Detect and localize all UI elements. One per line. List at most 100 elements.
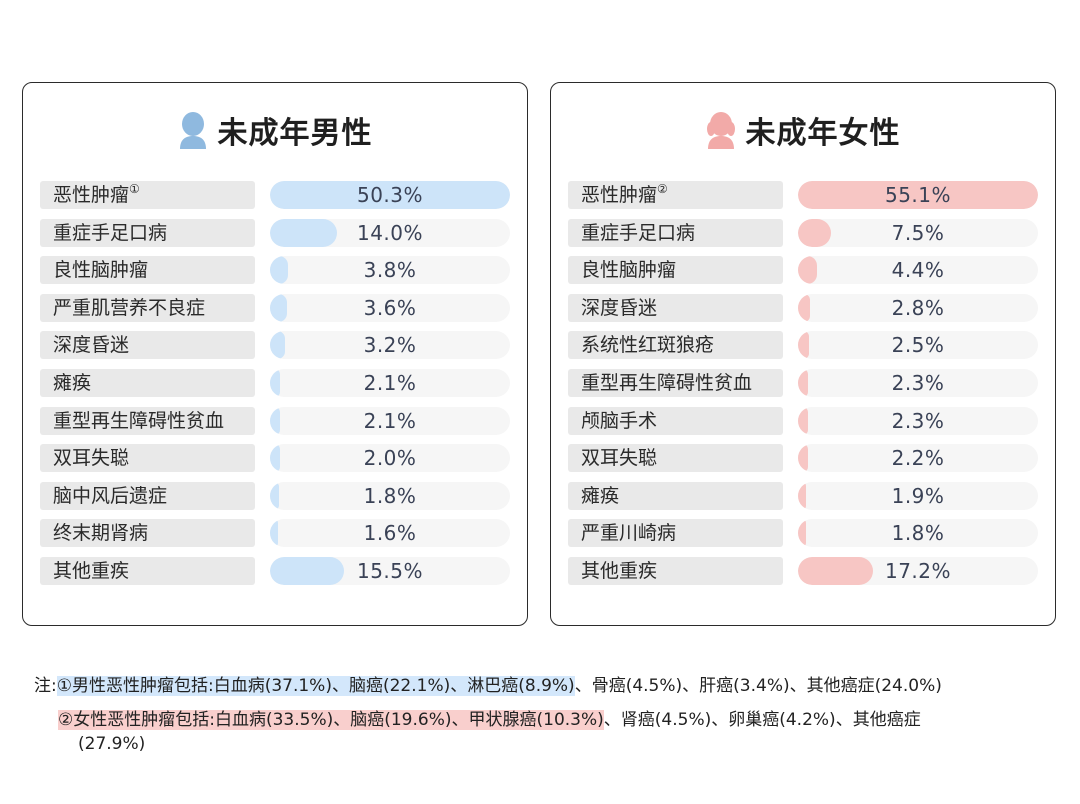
bar-track: 7.5% <box>798 218 1038 247</box>
row-label: 瘫痪 <box>40 368 255 397</box>
row-label: 颅脑手术 <box>568 406 783 435</box>
row-label: 系统性红斑狼疮 <box>568 331 783 360</box>
bar-track: 1.9% <box>798 481 1038 510</box>
bar-value-label: 1.9% <box>891 483 945 508</box>
girl-head-icon <box>706 112 735 149</box>
bar-track: 1.6% <box>270 519 510 548</box>
bar <box>270 218 337 247</box>
row-label: 重症手足口病 <box>568 218 783 247</box>
row-label-text: 深度昏迷 <box>581 296 658 319</box>
bar-track: 3.8% <box>270 256 510 285</box>
footnote-marker: ① <box>129 182 140 196</box>
row-label-text: 瘫痪 <box>581 484 620 507</box>
row-label: 深度昏迷 <box>568 293 783 322</box>
bar-track: 15.5% <box>270 556 510 585</box>
bar-value-label: 1.8% <box>363 483 417 508</box>
row-label: 恶性肿瘤② <box>568 181 783 209</box>
row-label: 恶性肿瘤① <box>40 181 255 209</box>
bar <box>270 181 510 209</box>
row-label-text: 系统性红斑狼疮 <box>581 334 715 357</box>
bar <box>270 556 344 585</box>
bar-value-label: 1.6% <box>363 521 417 546</box>
bar-value-label: 2.8% <box>891 295 945 320</box>
bar-value-label: 55.1% <box>884 183 952 207</box>
bar <box>798 181 1038 209</box>
bar-value-label: 2.3% <box>891 408 945 433</box>
bar-track: 50.3% <box>270 181 510 209</box>
bar <box>798 256 818 285</box>
female-panel: 未成年女性 恶性肿瘤② 55.1% 重症手足口病 7.5% 良性脑肿瘤 4.4% 深度昏迷 2… <box>550 82 1056 626</box>
bar-value-label: 50.3% <box>356 183 424 207</box>
bar-track: 2.5% <box>798 331 1038 360</box>
bar <box>798 444 808 473</box>
bar-value-label: 3.8% <box>363 258 417 283</box>
bar <box>798 519 806 548</box>
bar-value-label: 7.5% <box>891 220 945 245</box>
bar-track: 3.2% <box>270 331 510 360</box>
bar-track: 2.8% <box>798 293 1038 322</box>
note-female: ②女性恶性肿瘤包括:白血病(33.5%)、脑癌(19.6%)、甲状腺癌(10.3… <box>34 706 1054 734</box>
bar <box>798 331 809 360</box>
row-label-text: 其他重疾 <box>53 559 130 582</box>
bar-value-label: 14.0% <box>356 220 424 245</box>
bar <box>798 481 807 510</box>
bar-value-label: 1.8% <box>891 521 945 546</box>
bar <box>270 406 281 435</box>
bar <box>270 519 278 548</box>
bar-value-label: 2.0% <box>363 446 417 471</box>
note-male: 注:①男性恶性肿瘤包括:白血病(37.1%)、脑癌(22.1%)、淋巴癌(8.9… <box>34 672 1054 700</box>
bar <box>798 406 809 435</box>
bar-track: 3.6% <box>270 293 510 322</box>
row-label-text: 严重肌营养不良症 <box>53 296 206 319</box>
row-label-text: 严重川崎病 <box>581 522 677 545</box>
note-male-highlight: ①男性恶性肿瘤包括:白血病(37.1%)、脑癌(22.1%)、淋巴癌(8.9%) <box>56 676 575 696</box>
bar-track: 17.2% <box>798 556 1038 585</box>
row-label: 瘫痪 <box>568 481 783 510</box>
bar <box>270 368 281 397</box>
bar-value-label: 2.2% <box>891 446 945 471</box>
row-label-text: 深度昏迷 <box>53 334 130 357</box>
footnote-marker: ② <box>657 182 668 196</box>
bar-track: 14.0% <box>270 218 510 247</box>
bar-track: 2.3% <box>798 368 1038 397</box>
bar-value-label: 15.5% <box>356 558 424 583</box>
bar-value-label: 2.1% <box>363 408 417 433</box>
bar <box>270 444 280 473</box>
row-label: 严重川崎病 <box>568 519 783 548</box>
bar <box>270 293 288 322</box>
bar <box>798 556 873 585</box>
bar-value-label: 2.1% <box>363 370 417 395</box>
bar-track: 2.0% <box>270 444 510 473</box>
bar-track: 1.8% <box>798 519 1038 548</box>
footnotes: 注:①男性恶性肿瘤包括:白血病(37.1%)、脑癌(22.1%)、淋巴癌(8.9… <box>34 672 1054 758</box>
row-label-text: 恶性肿瘤 <box>581 184 658 206</box>
row-label-text: 双耳失聪 <box>581 447 658 470</box>
bar-value-label: 4.4% <box>891 258 945 283</box>
row-label: 重型再生障碍性贫血 <box>568 368 783 397</box>
row-label-text: 良性脑肿瘤 <box>53 259 149 282</box>
row-label: 深度昏迷 <box>40 331 255 360</box>
bar <box>270 481 279 510</box>
bar-track: 55.1% <box>798 181 1038 209</box>
bar-value-label: 3.2% <box>363 333 417 358</box>
row-label: 双耳失聪 <box>568 444 783 473</box>
note-male-rest: 、骨癌(4.5%)、肝癌(3.4%)、其他癌症(24.0%) <box>574 676 942 696</box>
row-label: 良性脑肿瘤 <box>568 256 783 285</box>
row-label: 其他重疾 <box>568 556 783 585</box>
row-label: 良性脑肿瘤 <box>40 256 255 285</box>
bar-track: 4.4% <box>798 256 1038 285</box>
bar-value-label: 2.3% <box>891 370 945 395</box>
note-female-highlight: ②女性恶性肿瘤包括:白血病(33.5%)、脑癌(19.6%)、甲状腺癌(10.3… <box>58 710 604 730</box>
bar <box>798 218 831 247</box>
row-label-text: 脑中风后遗症 <box>53 484 168 507</box>
row-label-text: 颅脑手术 <box>581 409 658 432</box>
bar <box>270 256 289 285</box>
row-label-text: 恶性肿瘤 <box>53 184 130 206</box>
note-prefix: 注: <box>34 676 57 696</box>
bar-value-label: 2.5% <box>891 333 945 358</box>
bar-track: 2.2% <box>798 444 1038 473</box>
row-label-text: 良性脑肿瘤 <box>581 259 677 282</box>
note-female-continued: (27.9%) <box>78 734 146 754</box>
row-label-text: 重症手足口病 <box>53 221 168 244</box>
bar <box>798 368 809 397</box>
